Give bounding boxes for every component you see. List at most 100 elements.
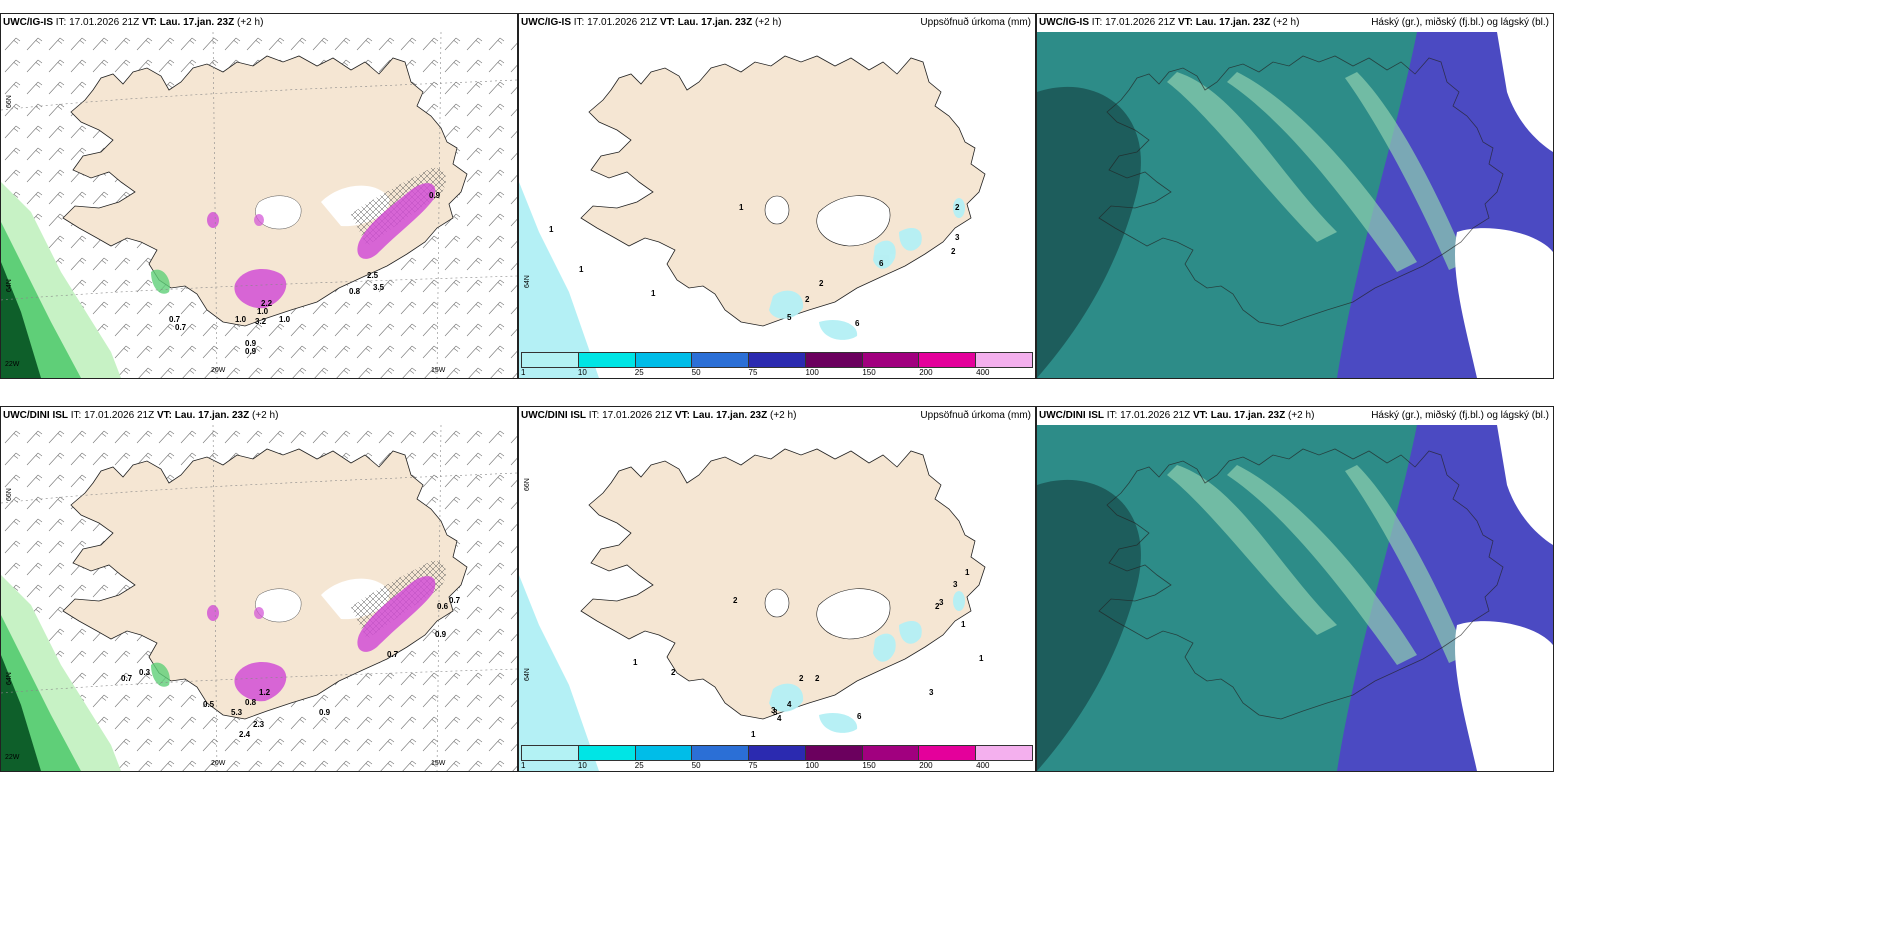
cloud-panel-ig: UWC/IG-IS IT: 17.01.2026 21Z VT: Lau. 17…: [1036, 13, 1554, 379]
cloud-map[interactable]: [1037, 425, 1553, 771]
grid-label: 22W: [5, 754, 20, 761]
value-label: 3.5: [373, 283, 385, 292]
value-label: 2: [935, 602, 940, 611]
value-label: 6: [879, 259, 884, 268]
value-label: 0.9: [429, 191, 441, 200]
colorbar-tick: 150: [862, 761, 876, 770]
colorbar-cell: [749, 353, 806, 367]
panel-header: UWC/IG-IS IT: 17.01.2026 21Z VT: Lau. 17…: [519, 14, 1035, 32]
colorbar-tick: 100: [805, 368, 819, 377]
value-label: 0.9: [435, 630, 447, 639]
precip-colorbar: 1 10 25 50 75 100 150 200 400: [521, 745, 1033, 770]
value-label: 3: [953, 580, 958, 589]
colorbar-tick: 150: [862, 368, 876, 377]
precip-magenta-cells: [207, 183, 436, 309]
lat-lon-grid: [1, 425, 517, 771]
colorbar-cell: [976, 746, 1033, 760]
colorbar-tick: 50: [691, 368, 701, 377]
colorbar-tick: 1: [521, 368, 526, 377]
value-label: 0.7: [169, 315, 181, 324]
colorbar-cell: [692, 746, 750, 760]
colorbar-cell: [578, 746, 636, 760]
value-label: 6: [855, 319, 860, 328]
value-label: 3: [771, 706, 776, 715]
grid-label: 64N: [6, 672, 13, 685]
mid-cloud-layer: [1037, 32, 1417, 378]
value-label: 0.3: [139, 668, 151, 677]
lat-lon-grid: [1, 32, 517, 378]
value-label: 2.5: [367, 271, 379, 280]
grid-label: 15W: [431, 760, 446, 767]
precip-shading-sw: [1, 575, 121, 771]
wind-precip-map[interactable]: 66N 64N 22W 20W 15W 0.7 0.3 0.5 0.9 0.7 0.9 0.6 0.7 5…: [1, 425, 517, 771]
value-label: 1.2: [259, 688, 271, 697]
grid-label: 15W: [431, 367, 446, 374]
precip-magenta-cells: [207, 576, 436, 702]
value-label: 2: [733, 596, 738, 605]
value-label: 0.7: [449, 596, 461, 605]
value-label: 1: [751, 730, 756, 739]
wind-precip-panel-ig: UWC/IG-IS IT: 17.01.2026 21Z VT: Lau. 17…: [0, 13, 518, 379]
value-label: 1: [579, 265, 584, 274]
accum-precip-cells: [769, 198, 965, 340]
value-label: 2.3: [253, 720, 265, 729]
grid-label: 22W: [5, 361, 20, 368]
accum-precip-shading: [519, 182, 599, 378]
grid-label: 64N: [524, 668, 531, 681]
panel-right-title: Háský (gr.), miðský (fj.bl.) og lágský (…: [1371, 14, 1549, 32]
grid-label: 64N: [524, 275, 531, 288]
accum-precip-cells: [769, 591, 965, 733]
colorbar-tick: 100: [805, 761, 819, 770]
value-label: 3: [773, 708, 778, 717]
value-label: 1.0: [257, 307, 269, 316]
value-label: 3: [955, 233, 960, 242]
colorbar-tick: 10: [577, 761, 587, 770]
value-label: 0.9: [245, 347, 257, 356]
value-label: 1.0: [279, 315, 291, 324]
panel-header: UWC/DINI ISL IT: 17.01.2026 21Z VT: Lau.…: [519, 407, 1035, 425]
value-label: 0.9: [319, 708, 331, 717]
accum-precip-map[interactable]: 1 1 1 1 5 2 2 6 2 3 2 6 64N: [519, 32, 1035, 378]
value-label: 2: [671, 668, 676, 677]
colorbar-cell: [862, 353, 920, 367]
colorbar-cell: [919, 746, 977, 760]
iceland-outline: [1098, 448, 1504, 720]
colorbar-cell: [749, 746, 806, 760]
value-label: 3.2: [255, 317, 267, 326]
colorbar-tick: 75: [748, 761, 758, 770]
colorbar-cells: [521, 745, 1033, 761]
value-label: 2: [955, 203, 960, 212]
wind-precip-map[interactable]: 66N 64N 22W 20W 15W 0.7 0.7 0.9 0.9 1.0 1.0 1.0 2.2 3…: [1, 32, 517, 378]
panel-header: UWC/DINI ISL IT: 17.01.2026 21Z VT: Lau.…: [1, 407, 517, 425]
value-label: 2: [951, 247, 956, 256]
grid-label: 66N: [6, 95, 13, 108]
colorbar-tick: 200: [919, 368, 933, 377]
value-label: 2: [799, 674, 804, 683]
glacier-area: [764, 588, 790, 618]
colorbar-tick: 25: [634, 368, 644, 377]
glacier-area: [816, 195, 891, 247]
colorbar-cell: [522, 353, 579, 367]
high-cloud-bands: [1167, 465, 1467, 665]
grid-label: 20W: [211, 367, 226, 374]
colorbar-cell: [919, 353, 977, 367]
colorbar-tick: 200: [919, 761, 933, 770]
value-label: 2.4: [239, 730, 251, 739]
value-label: 1: [549, 225, 554, 234]
panel-header: UWC/IG-IS IT: 17.01.2026 21Z VT: Lau. 17…: [1, 14, 517, 32]
value-label: 2: [815, 674, 820, 683]
value-label: 1: [633, 658, 638, 667]
colorbar-cells: [521, 352, 1033, 368]
value-label: 1: [651, 289, 656, 298]
value-label: 0.7: [121, 674, 133, 683]
accum-precip-map[interactable]: 2 2 2 2 3 4 3 4 6 3 3 2 3 1 1 1 1 1 66N 64N: [519, 425, 1035, 771]
glacier-area: [816, 588, 891, 640]
colorbar-tick: 1: [521, 761, 526, 770]
cloud-map[interactable]: [1037, 32, 1553, 378]
colorbar-tick: 400: [976, 761, 990, 770]
value-label: 4: [787, 700, 792, 709]
